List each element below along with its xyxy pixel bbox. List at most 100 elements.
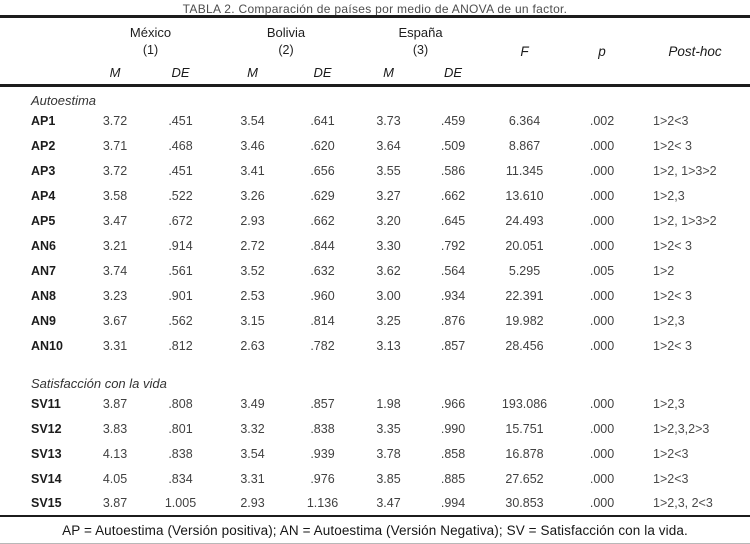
section-spacer: [0, 358, 750, 370]
section-header-row: Satisfacción con la vida: [0, 370, 750, 391]
table-row: SV11 3.87 .808 3.49 .857 1.98 .966 193.086 .000 1…: [0, 391, 750, 416]
cell-p-value: .000: [589, 446, 615, 461]
cell-de-mexico: .451: [168, 113, 193, 128]
cell-posthoc-value: 1>2< 3: [653, 338, 692, 353]
cell-de-mexico: .468: [168, 138, 193, 153]
header-m-espana: M: [356, 60, 422, 87]
cell-p-value: .000: [589, 188, 615, 203]
cell-de-espana: .857: [440, 338, 466, 353]
row-label: SV12: [31, 421, 62, 436]
cell-m-espana: 3.13: [376, 338, 401, 353]
row-label: SV13: [31, 446, 62, 461]
cell-m-espana: 3.35: [376, 421, 401, 436]
table-row: AN8 3.23 .901 2.53 .960 3.00 .934 22.391 .000 1>2…: [0, 283, 750, 308]
cell-de-espana: .966: [440, 396, 466, 411]
row-label: AN7: [31, 263, 57, 278]
header-de-espana: DE: [421, 60, 486, 87]
cell-posthoc-value: 1>2<3: [653, 471, 689, 486]
cell-m-bolivia: 2.53: [240, 288, 265, 303]
header-group-number-3: (3): [412, 43, 429, 57]
table-row: SV13 4.13 .838 3.54 .939 3.78 .858 16.878 .000 1>…: [0, 441, 750, 466]
cell-f-value: 5.295: [508, 263, 541, 278]
cell-posthoc-value: 1>2<3: [653, 446, 689, 461]
cell-de-bolivia: .782: [310, 338, 335, 353]
cell-de-bolivia: .960: [310, 288, 335, 303]
cell-de-espana: .564: [440, 263, 466, 278]
header-country-espana: España: [398, 25, 443, 40]
cell-de-mexico: .801: [168, 421, 193, 436]
cell-de-mexico: .522: [168, 188, 193, 203]
cell-m-mexico: 3.31: [102, 338, 128, 353]
cell-m-bolivia: 3.32: [240, 421, 265, 436]
table-row: AN9 3.67 .562 3.15 .814 3.25 .876 19.982 .000 1>2…: [0, 308, 750, 333]
cell-m-mexico: 4.13: [102, 446, 128, 461]
cell-m-bolivia: 2.93: [240, 213, 265, 228]
cell-m-mexico: 3.71: [102, 138, 128, 153]
cell-m-espana: 3.62: [376, 263, 401, 278]
cell-p-value: .000: [589, 288, 615, 303]
cell-m-espana: 3.25: [376, 313, 401, 328]
cell-de-espana: .586: [440, 163, 466, 178]
cell-posthoc-value: 1>2< 3: [653, 288, 692, 303]
cell-de-bolivia: .620: [310, 138, 335, 153]
cell-de-espana: .459: [440, 113, 466, 128]
anova-table: México Bolivia España F p Post-hoc (1) (…: [0, 15, 750, 517]
cell-posthoc-value: 1>2< 3: [653, 138, 692, 153]
cell-m-bolivia: 3.52: [240, 263, 265, 278]
table-row: SV14 4.05 .834 3.31 .976 3.85 .885 27.652 .000 1>…: [0, 466, 750, 491]
cell-de-mexico: .834: [168, 471, 193, 486]
cell-de-espana: .994: [421, 491, 486, 517]
cell-p-value: .000: [589, 163, 615, 178]
cell-m-mexico: 3.87: [102, 396, 128, 411]
cell-p-value: .002: [589, 113, 615, 128]
cell-m-mexico: 4.05: [102, 471, 128, 486]
cell-de-bolivia: 1.136: [289, 491, 357, 517]
cell-de-espana: .876: [440, 313, 466, 328]
cell-posthoc-value: 1>2<3: [653, 113, 689, 128]
cell-de-bolivia: .641: [310, 113, 335, 128]
table-row: AP5 3.47 .672 2.93 .662 3.20 .645 24.493 .000 1>2…: [0, 208, 750, 233]
header-p-label: p: [564, 16, 641, 87]
cell-m-mexico: 3.23: [102, 288, 128, 303]
table-header: México Bolivia España F p Post-hoc (1) (…: [0, 16, 750, 87]
cell-f-value: 28.456: [505, 338, 544, 353]
cell-f-value: 24.493: [505, 213, 544, 228]
row-label: AP3: [31, 163, 56, 178]
header-f-label: F: [485, 16, 565, 87]
section-header-label: Satisfacción con la vida: [31, 376, 167, 391]
cell-m-espana: 3.85: [376, 471, 401, 486]
cell-m-bolivia: 3.49: [240, 396, 265, 411]
header-empty-cell: [0, 16, 85, 87]
cell-de-espana: .858: [440, 446, 466, 461]
cell-m-mexico: 3.83: [102, 421, 128, 436]
cell-de-espana: .509: [440, 138, 466, 153]
header-posthoc-label: Post-hoc: [640, 16, 750, 87]
cell-posthoc-value: 1>2,3: [653, 313, 685, 328]
table-title-clipped: TABLA 2. Comparación de países por medio…: [0, 0, 750, 15]
cell-m-bolivia: 2.63: [240, 338, 265, 353]
cell-de-mexico: .808: [168, 396, 193, 411]
cell-m-bolivia: 3.54: [240, 446, 265, 461]
cell-m-bolivia: 3.31: [240, 471, 265, 486]
cell-p-value: .000: [589, 138, 615, 153]
table-title-text: TABLA 2. Comparación de países por medio…: [182, 2, 568, 15]
row-label: AP1: [31, 113, 56, 128]
cell-posthoc-value: 1>2, 1>3>2: [653, 213, 717, 228]
cell-de-mexico: .561: [168, 263, 193, 278]
cell-f-value: 8.867: [508, 138, 541, 153]
cell-de-bolivia: .632: [310, 263, 335, 278]
cell-de-mexico: .562: [168, 313, 193, 328]
cell-m-espana: 3.00: [376, 288, 401, 303]
section-header-row: Autoestima: [0, 86, 750, 108]
cell-posthoc-value: 1>2,3,2>3: [653, 421, 710, 436]
cell-de-espana: .885: [440, 471, 466, 486]
cell-p-value: .000: [589, 213, 615, 228]
cell-p-value: .000: [589, 338, 615, 353]
header-group-number-2: (2): [278, 43, 294, 57]
cell-m-bolivia: 3.41: [240, 163, 265, 178]
cell-posthoc-value: 1>2,3, 2<3: [640, 491, 750, 517]
table-row: AN7 3.74 .561 3.52 .632 3.62 .564 5.295 .005 1>2: [0, 258, 750, 283]
row-label: AN9: [31, 313, 57, 328]
cell-de-espana: .662: [440, 188, 466, 203]
